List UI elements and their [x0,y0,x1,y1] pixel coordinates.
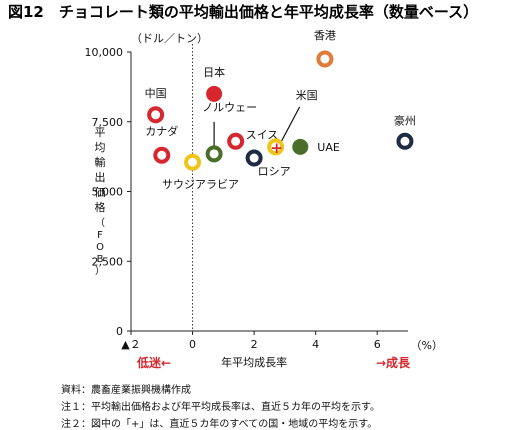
data-point-label: 日本 [203,65,225,79]
low-growth-label: 低迷← [136,355,171,370]
footnote-2: 注２：図中の「+」は、直近５カ年のすべての国・地域の平均を示す。 [61,417,377,430]
data-point [206,85,223,102]
x-tick-label: 0 [189,338,196,351]
data-point [184,153,202,171]
data-point [292,138,309,155]
average-marker: + [270,139,283,157]
data-point-label: ノルウェー [202,101,257,114]
data-point-label: 豪州 [394,113,416,127]
data-point-label: 米国 [296,89,318,102]
data-point [396,132,414,150]
x-unit-label: （%） [411,339,443,352]
x-tick-label: 6 [374,338,381,351]
y-tick-label: 10,000 [85,46,124,59]
data-point-label: カナダ [145,124,178,138]
footnote-source: 資料：農畜産業振興機構作成 [61,383,191,396]
data-point [316,50,334,68]
data-point [227,132,245,150]
x-tick-label: ▲２ [121,338,140,351]
data-point [147,106,165,124]
chart-title: 図12 チョコレート類の平均輸出価格と年平均成長率（数量ベース） [8,3,478,21]
data-point-label: スイス [246,128,279,141]
high-growth-label: →成長 [376,355,411,370]
us-leader-line [281,106,301,142]
data-point-label: 中国 [145,87,167,100]
y-tick-label: 2,500 [92,255,124,268]
data-point [245,149,263,167]
y-tick-label: 0 [116,325,123,338]
data-point [205,145,223,163]
data-point-label: UAE [317,141,340,154]
y-tick-label: 7,500 [92,116,124,129]
y-unit-label: （ドル／トン） [131,32,208,45]
x-axis-label: 年平均成長率 [221,355,287,369]
x-tick-label: 2 [251,338,258,351]
footnote-1: 注１：平均輸出価格および年平均成長率は、直近５カ年の平均を示す。 [61,400,380,413]
footnotes: 資料：農畜産業振興機構作成 注１：平均輸出価格および年平均成長率は、直近５カ年の… [61,383,380,430]
y-tick-label: 5,000 [92,186,124,199]
data-point-label: サウジアラビア [162,178,239,191]
data-point-label: ロシア [258,165,291,178]
data-point [267,138,285,156]
data-point [153,146,171,164]
data-point-label: 香港 [314,29,336,42]
y-axis-label: 平均輸出価格（ F O B） [95,126,106,277]
x-tick-label: 4 [312,338,319,351]
